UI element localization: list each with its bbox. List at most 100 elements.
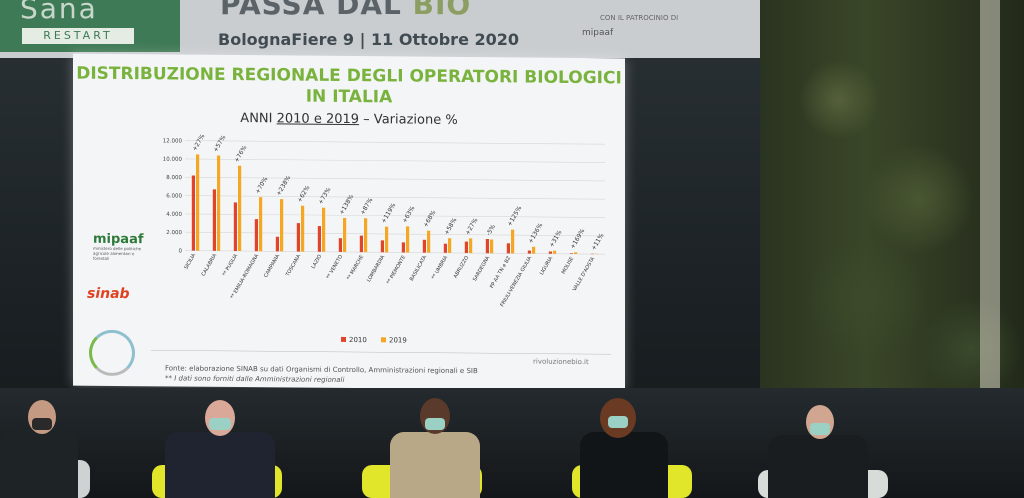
gridline — [185, 140, 605, 145]
bar-2010 — [275, 236, 280, 252]
bar-2019 — [238, 165, 242, 252]
sponsor-label: CON IL PATROCINIO DI — [600, 14, 679, 22]
bar-2010 — [359, 235, 364, 253]
y-tick-label: 12.000 — [163, 138, 183, 144]
bar-2019 — [532, 246, 536, 254]
bar-2010 — [443, 243, 447, 253]
variation-label: +27% — [464, 217, 479, 237]
bar-2019 — [574, 252, 578, 254]
y-tick-label: 2.000 — [166, 230, 182, 236]
category-label: PP AA TN e BZ — [489, 255, 513, 290]
footer-rule — [151, 350, 611, 355]
bar-2010 — [317, 226, 322, 252]
y-tick-label: 6.000 — [166, 193, 182, 199]
bar-2019 — [196, 154, 200, 251]
variation-label: +169% — [569, 227, 586, 250]
category-label: SARDEGNA — [472, 255, 492, 283]
category-label: ** MARCHE — [346, 254, 365, 281]
bar-2010 — [506, 243, 510, 254]
bar-2010 — [233, 202, 238, 252]
variation-label: +11% — [590, 232, 605, 252]
category-label: VALLE D'AOSTA — [572, 256, 597, 293]
category-label: CALABRIA — [201, 252, 219, 277]
variation-label: +119% — [380, 202, 397, 225]
y-tick-label: 10.000 — [163, 157, 183, 163]
variation-label: +62% — [296, 184, 311, 204]
gridline — [185, 195, 605, 200]
slide-subtitle-years: 2010 e 2019 — [276, 111, 360, 128]
variation-label: +125% — [506, 205, 523, 228]
bar-2010 — [191, 175, 195, 251]
bar-2010 — [338, 238, 343, 252]
category-label: ** UMBRIA — [431, 254, 450, 280]
bar-2019 — [406, 226, 410, 253]
brand-sub-text: RESTART — [22, 28, 134, 44]
variation-label: +136% — [527, 222, 544, 245]
y-tick-label: 8.000 — [166, 175, 182, 181]
variation-label: +58% — [443, 217, 458, 237]
bar-2010 — [548, 251, 552, 254]
category-label: LIGURIA — [539, 255, 555, 276]
bar-2010 — [380, 240, 385, 253]
variation-label: +87% — [359, 197, 374, 217]
category-label: BASILICATA — [409, 254, 429, 282]
rivoluzione-bio-logo — [89, 329, 135, 377]
partner-logos: mipaaf — [582, 28, 643, 38]
category-label: CAMPANIA — [263, 253, 281, 279]
gridline — [185, 176, 605, 182]
bar-2019 — [364, 218, 368, 253]
partner-logo-mipaaf: mipaaf — [582, 28, 614, 38]
bar-2019 — [385, 226, 389, 253]
variation-label: +63% — [401, 205, 416, 225]
bar-2019 — [448, 238, 452, 253]
event-title-main: PASSA DAL — [220, 0, 413, 21]
bar-2019 — [469, 238, 473, 254]
bar-2019 — [511, 229, 515, 254]
slide-source: Fonte: elaborazione SINAB su dati Organi… — [165, 364, 478, 376]
variation-label: +68% — [422, 209, 437, 229]
variation-label: +70% — [254, 176, 269, 196]
variation-label: +73% — [317, 186, 332, 206]
category-label: MOLISE — [561, 256, 576, 275]
bar-2019 — [427, 230, 431, 253]
category-label: ** PIEMONTE — [386, 254, 407, 285]
legend-swatch-2019 — [381, 337, 386, 343]
category-label: SICILIA — [183, 252, 197, 270]
slide-note: ** I dati sono forniti dalle Amministraz… — [165, 374, 345, 384]
slide-url: rivoluzionebio.it — [533, 357, 589, 367]
variation-label: +138% — [338, 193, 355, 216]
slide-subtitle-suffix: – Variazione % — [359, 112, 458, 128]
bar-2010 — [464, 241, 468, 254]
bar-2010 — [254, 219, 259, 252]
background-pillar — [980, 0, 1000, 498]
gridline — [185, 213, 605, 218]
sinab-logo: sinab — [87, 285, 130, 303]
category-label: ABRUZZO — [453, 255, 471, 279]
y-tick-label: 4.000 — [166, 212, 182, 218]
category-label: LOMBARDIA — [366, 254, 386, 283]
bar-2010 — [296, 223, 301, 252]
bar-2010 — [422, 239, 426, 253]
bar-2010 — [401, 242, 406, 253]
gridline — [185, 158, 605, 163]
event-date: BolognaFiere 9 | 11 Ottobre 2020 — [218, 30, 520, 49]
bar-2010 — [485, 238, 489, 254]
bar-2019 — [217, 155, 221, 251]
brand-logo-text: Sana — [20, 0, 98, 25]
slide-subtitle: ANNI 2010 e 2019 – Variazione % — [73, 110, 625, 130]
legend-swatch-2010 — [341, 336, 346, 342]
bar-2019 — [553, 250, 557, 254]
legend-label: 2019 — [389, 336, 407, 344]
category-label: LAZIO — [310, 254, 323, 270]
slide-subtitle-prefix: ANNI — [240, 111, 277, 127]
bar-2019 — [322, 207, 326, 252]
bar-2010 — [569, 253, 573, 254]
bar-2010 — [212, 189, 216, 251]
bar-2019 — [301, 205, 305, 252]
category-label: TOSCANA — [284, 253, 302, 278]
event-title: PASSA DAL BIO — [220, 0, 471, 21]
variation-label: +238% — [275, 174, 292, 197]
category-label: ** VENETO — [326, 254, 345, 280]
brand-panel: Sana RESTART — [0, 0, 180, 52]
